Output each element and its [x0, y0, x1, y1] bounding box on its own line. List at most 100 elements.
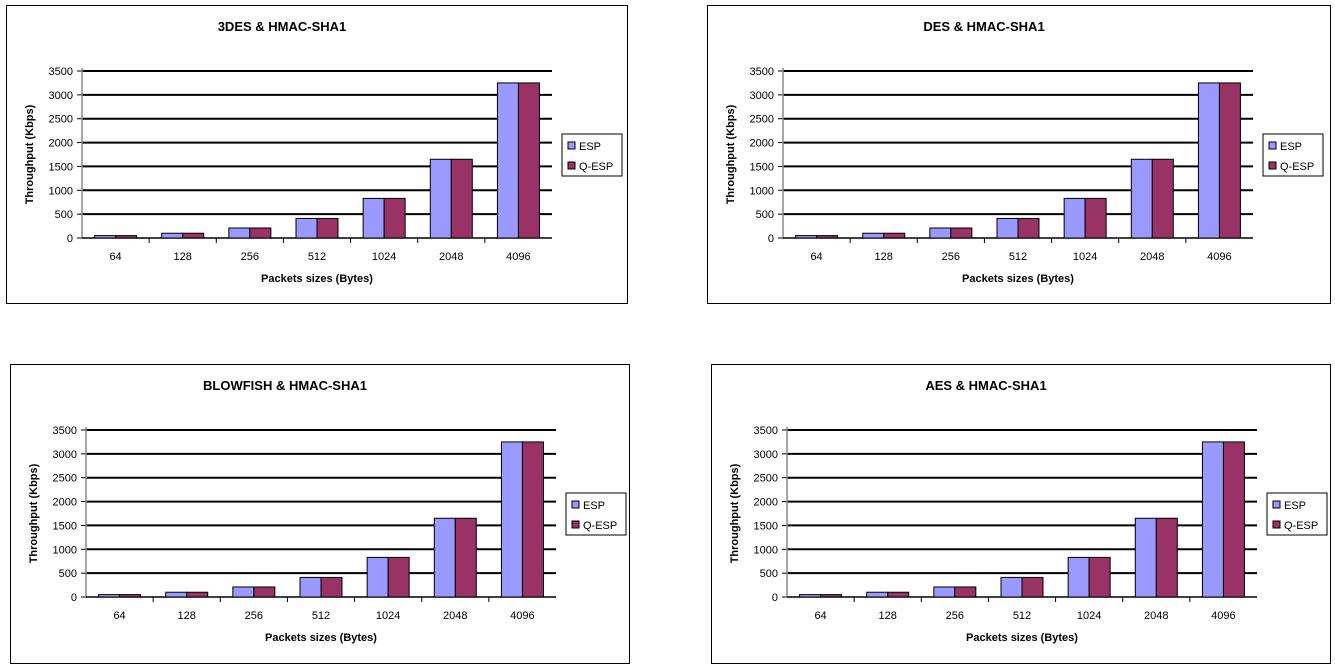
y-tick-label: 1000: [750, 185, 774, 197]
chart-panel-des: DES & HMAC-SHA1 0 500 1000 1500 2000 2500 3000 3…: [707, 5, 1331, 304]
bar-esp: [362, 197, 385, 239]
bar-esp: [1000, 576, 1023, 598]
y-tick-label: 3000: [750, 90, 774, 102]
legend-swatch-q-esp: [1268, 161, 1277, 170]
x-tick-label: 2048: [1140, 251, 1164, 263]
x-tick-label: 64: [810, 251, 822, 263]
bar-q-esp: [954, 586, 977, 598]
x-tick-label: 128: [174, 251, 192, 263]
y-tick-label: 2000: [49, 138, 73, 150]
bar-q-esp: [820, 594, 843, 598]
bar-esp: [429, 158, 452, 239]
bar-esp: [1201, 441, 1224, 598]
x-axis-title: Packets sizes (Bytes): [261, 273, 373, 285]
x-tick-label: 2048: [439, 251, 463, 263]
bar-q-esp: [253, 586, 276, 598]
chart-panel-aes: AES & HMAC-SHA1 0 500 1000 1500 2000 2500 3000 3…: [711, 364, 1331, 664]
y-tick-label: 0: [772, 592, 778, 604]
bar-esp: [866, 591, 889, 598]
x-tick-label: 128: [879, 610, 897, 622]
legend-label-q-esp: Q-ESP: [579, 161, 613, 173]
bar-esp: [161, 232, 184, 239]
bar-q-esp: [816, 235, 839, 239]
bar-q-esp: [950, 227, 973, 239]
legend-swatch-q-esp: [571, 520, 580, 529]
legend-label-q-esp: Q-ESP: [583, 520, 617, 532]
bar-esp: [299, 576, 322, 598]
chart-panel-blowfish: BLOWFISH & HMAC-SHA1 0 500 1000 1500 2000 2500…: [10, 364, 630, 664]
x-tick-label: 64: [814, 610, 826, 622]
y-tick-label: 1000: [49, 185, 73, 197]
y-tick-label: 2500: [49, 114, 73, 126]
bar-esp: [1067, 556, 1090, 598]
bar-esp: [433, 517, 456, 598]
x-tick-label: 128: [178, 610, 196, 622]
bar-q-esp: [1017, 217, 1040, 239]
legend-swatch-esp: [571, 500, 580, 509]
bar-q-esp: [1021, 576, 1044, 598]
x-tick-label: 1024: [376, 610, 400, 622]
bar-esp: [94, 235, 117, 239]
bar-q-esp: [182, 232, 205, 239]
chart-svg: 3DES & HMAC-SHA1 0 500 1000 1500 2000 2500 3000…: [24, 19, 623, 285]
chart-svg: DES & HMAC-SHA1 0 500 1000 1500 2000 2500 3000 3…: [725, 19, 1324, 285]
bar-q-esp: [1151, 158, 1174, 239]
chart-title: AES & HMAC-SHA1: [925, 378, 1046, 393]
bar-q-esp: [887, 591, 910, 598]
bar-q-esp: [249, 227, 272, 239]
chart-svg: AES & HMAC-SHA1 0 500 1000 1500 2000 2500 3000 3…: [729, 378, 1328, 644]
x-tick-label: 128: [875, 251, 893, 263]
x-tick-label: 512: [1009, 251, 1027, 263]
bar-esp: [799, 594, 822, 598]
bar-esp: [98, 594, 121, 598]
bar-q-esp: [1155, 517, 1178, 598]
legend-label-q-esp: Q-ESP: [1284, 520, 1318, 532]
bar-esp: [366, 556, 389, 598]
y-tick-label: 1000: [754, 544, 778, 556]
chart-title: BLOWFISH & HMAC-SHA1: [203, 378, 367, 393]
bar-q-esp: [119, 594, 142, 598]
bar-q-esp: [383, 197, 406, 239]
x-tick-label: 2048: [443, 610, 467, 622]
bar-q-esp: [454, 517, 477, 598]
legend-label-q-esp: Q-ESP: [1280, 161, 1314, 173]
y-tick-label: 3500: [750, 66, 774, 78]
bar-q-esp: [450, 158, 473, 239]
x-tick-label: 256: [245, 610, 263, 622]
y-tick-label: 500: [760, 568, 778, 580]
x-tick-label: 4096: [1207, 251, 1231, 263]
y-tick-label: 2500: [53, 473, 77, 485]
y-tick-label: 0: [768, 233, 774, 245]
y-tick-label: 500: [59, 568, 77, 580]
x-tick-label: 64: [109, 251, 121, 263]
chart-panel-3des: 3DES & HMAC-SHA1 0 500 1000 1500 2000 2500 3000…: [6, 5, 628, 304]
chart-svg: BLOWFISH & HMAC-SHA1 0 500 1000 1500 2000 2500…: [28, 378, 627, 644]
bar-q-esp: [521, 441, 544, 598]
x-tick-label: 4096: [1211, 610, 1235, 622]
legend-swatch-esp: [1268, 141, 1277, 150]
x-axis-title: Packets sizes (Bytes): [962, 273, 1074, 285]
y-tick-label: 0: [67, 233, 73, 245]
chart-title: 3DES & HMAC-SHA1: [218, 19, 347, 34]
y-tick-label: 2000: [750, 138, 774, 150]
x-tick-label: 512: [308, 251, 326, 263]
bar-esp: [929, 227, 952, 239]
bar-esp: [228, 227, 251, 239]
x-tick-label: 1024: [1077, 610, 1101, 622]
x-tick-label: 256: [241, 251, 259, 263]
x-tick-label: 64: [113, 610, 125, 622]
y-tick-label: 1500: [750, 161, 774, 173]
x-tick-label: 4096: [506, 251, 530, 263]
y-axis-title: Throughput (Kbps): [24, 104, 36, 204]
y-tick-label: 1500: [53, 520, 77, 532]
legend-swatch-q-esp: [1272, 520, 1281, 529]
bar-q-esp: [320, 576, 343, 598]
x-tick-label: 256: [942, 251, 960, 263]
y-tick-label: 500: [55, 209, 73, 221]
x-tick-label: 1024: [1073, 251, 1097, 263]
y-tick-label: 3000: [53, 449, 77, 461]
bar-esp: [996, 217, 1019, 239]
bar-esp: [1063, 197, 1086, 239]
legend-label-esp: ESP: [579, 141, 601, 153]
chart-title: DES & HMAC-SHA1: [923, 19, 1044, 34]
